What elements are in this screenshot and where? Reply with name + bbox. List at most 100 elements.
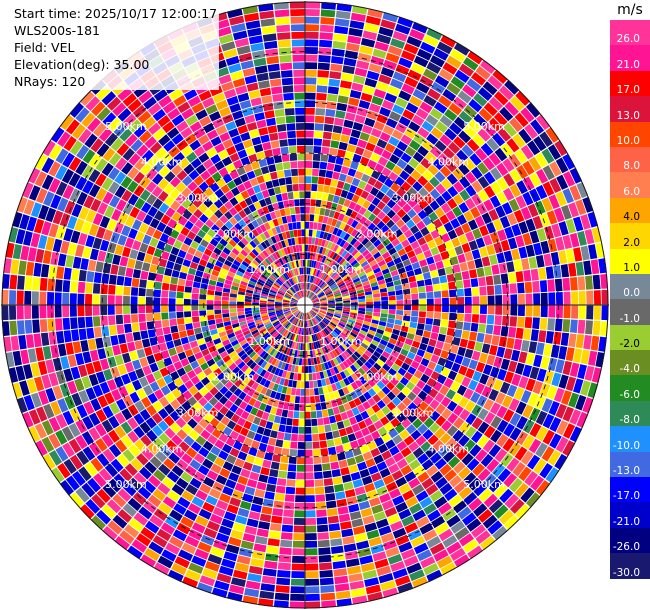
velocity-gate xyxy=(61,426,74,442)
velocity-gate xyxy=(259,305,267,308)
velocity-gate xyxy=(293,342,297,350)
velocity-gate xyxy=(453,404,464,417)
velocity-gate xyxy=(386,209,396,219)
velocity-gate xyxy=(526,492,541,508)
velocity-gate xyxy=(528,438,542,454)
velocity-gate xyxy=(328,259,334,267)
velocity-gate xyxy=(308,312,312,319)
velocity-gate xyxy=(434,140,447,152)
velocity-gate xyxy=(228,207,238,216)
velocity-gate xyxy=(536,480,551,496)
velocity-gate xyxy=(573,216,584,232)
velocity-gate xyxy=(261,575,276,585)
velocity-gate xyxy=(359,225,367,234)
velocity-gate xyxy=(164,427,176,439)
velocity-gate xyxy=(451,362,461,373)
velocity-gate xyxy=(346,336,354,343)
velocity-gate xyxy=(277,361,283,369)
velocity-gate xyxy=(11,382,23,399)
velocity-gate xyxy=(269,339,276,346)
velocity-gate xyxy=(218,433,229,443)
velocity-gate xyxy=(171,483,185,496)
velocity-gate xyxy=(464,296,472,305)
velocity-gate xyxy=(427,361,437,371)
velocity-gate xyxy=(199,259,208,267)
velocity-gate xyxy=(129,249,139,260)
velocity-gate xyxy=(208,345,217,353)
velocity-gate xyxy=(394,423,405,434)
velocity-gate xyxy=(246,479,258,488)
velocity-gate xyxy=(311,284,316,292)
velocity-gate xyxy=(71,268,80,281)
velocity-gate xyxy=(562,153,576,170)
velocity-gate xyxy=(440,350,450,359)
velocity-gate xyxy=(145,226,156,237)
velocity-gate xyxy=(285,312,292,317)
velocity-gate xyxy=(129,391,140,404)
velocity-gate xyxy=(265,248,272,256)
velocity-gate xyxy=(15,365,26,381)
velocity-gate xyxy=(163,458,176,470)
velocity-gate xyxy=(77,293,85,305)
velocity-gate xyxy=(436,41,453,55)
velocity-gate xyxy=(127,98,142,113)
velocity-gate xyxy=(195,489,208,501)
velocity-gate xyxy=(171,270,180,278)
velocity-gate xyxy=(156,528,172,542)
velocity-gate xyxy=(545,266,554,279)
velocity-gate xyxy=(243,180,252,190)
velocity-gate xyxy=(319,309,327,313)
velocity-gate xyxy=(453,116,468,130)
velocity-gate xyxy=(454,527,470,541)
velocity-gate xyxy=(239,284,247,289)
velocity-gate xyxy=(56,266,65,279)
velocity-gate xyxy=(275,300,283,303)
velocity-gate xyxy=(159,233,170,243)
velocity-gate xyxy=(539,317,548,330)
velocity-gate xyxy=(440,233,451,243)
velocity-gate xyxy=(268,246,275,254)
velocity-gate xyxy=(234,37,250,48)
velocity-gate xyxy=(246,348,254,356)
velocity-gate xyxy=(175,406,186,417)
velocity-gate xyxy=(57,253,67,267)
velocity-gate xyxy=(30,362,41,378)
velocity-gate xyxy=(468,379,478,391)
velocity-gate xyxy=(152,400,163,412)
velocity-gate xyxy=(293,373,298,381)
velocity-gate xyxy=(215,474,228,485)
velocity-gate xyxy=(220,224,230,234)
velocity-gate xyxy=(271,319,279,324)
velocity-gate xyxy=(342,309,350,312)
velocity-gate xyxy=(262,260,270,267)
velocity-gate xyxy=(225,479,237,489)
velocity-gate xyxy=(380,184,390,194)
velocity-gate xyxy=(199,116,212,127)
velocity-gate xyxy=(277,352,284,361)
velocity-gate xyxy=(392,104,405,115)
velocity-gate xyxy=(332,171,340,180)
velocity-gate xyxy=(343,402,351,411)
velocity-gate xyxy=(231,187,240,197)
velocity-gate xyxy=(307,343,310,351)
velocity-gate xyxy=(240,324,248,330)
velocity-gate xyxy=(218,74,232,85)
velocity-gate xyxy=(100,294,108,305)
velocity-gate xyxy=(294,294,300,300)
velocity-gate xyxy=(153,352,163,362)
velocity-gate xyxy=(299,191,305,199)
velocity-gate xyxy=(225,190,235,200)
velocity-gate xyxy=(356,243,364,251)
velocity-gate xyxy=(480,453,494,468)
velocity-gate xyxy=(486,314,495,325)
velocity-gate xyxy=(206,129,219,140)
velocity-gate xyxy=(244,197,253,206)
velocity-gate xyxy=(458,365,468,376)
velocity-gate xyxy=(95,337,104,349)
velocity-gate xyxy=(440,396,452,408)
velocity-gate xyxy=(486,137,500,152)
velocity-gate xyxy=(286,340,292,348)
velocity-gate xyxy=(298,168,305,176)
velocity-gate xyxy=(385,481,398,492)
velocity-gate xyxy=(348,257,356,264)
